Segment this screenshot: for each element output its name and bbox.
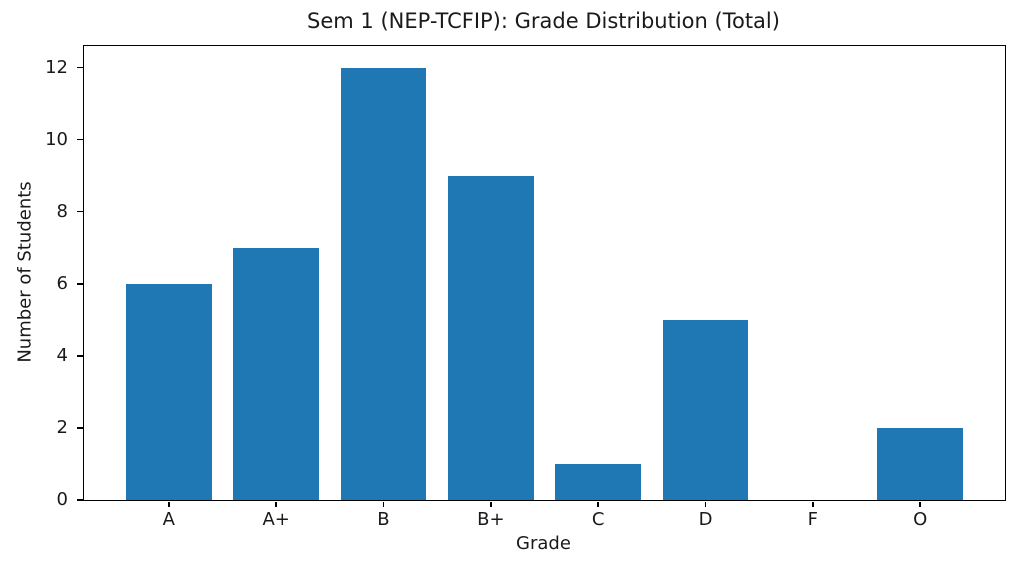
bar-C xyxy=(555,463,642,500)
x-tick-B xyxy=(382,501,385,507)
x-tick-label-O: O xyxy=(913,509,928,530)
chart-title: Sem 1 (NEP-TCFIP): Grade Distribution (T… xyxy=(307,9,780,33)
plot-area: A A+ B B+ C D F O 0 2 4 6 8 10 12 xyxy=(45,45,1006,530)
y-tick-12 xyxy=(76,66,83,69)
x-tick-label-B+: B+ xyxy=(477,509,505,530)
bar-A+ xyxy=(233,247,320,500)
x-tick-label-A+: A+ xyxy=(262,509,290,530)
x-tick-B+ xyxy=(490,501,492,507)
y-tick-6 xyxy=(76,283,83,285)
y-tick-10 xyxy=(76,138,83,141)
y-tick-label-4: 4 xyxy=(56,344,68,366)
y-tick-label-10: 10 xyxy=(45,128,68,150)
bar-D xyxy=(662,319,749,500)
x-tick-F xyxy=(812,501,814,507)
y-tick-label-6: 6 xyxy=(56,272,68,294)
y-tick-8 xyxy=(76,210,83,213)
x-tick-label-D: D xyxy=(698,509,713,530)
x-tick-label-B: B xyxy=(377,509,390,530)
x-tick-label-C: C xyxy=(591,509,605,530)
y-tick-label-0: 0 xyxy=(56,489,68,510)
y-tick-2 xyxy=(76,427,83,429)
x-axis-label: Grade xyxy=(516,533,571,554)
x-tick-O xyxy=(919,501,921,507)
bar-B xyxy=(340,67,427,500)
x-tick-C xyxy=(597,501,599,507)
bar-A xyxy=(125,283,212,500)
y-tick-0 xyxy=(76,499,83,501)
bar-B+ xyxy=(447,175,534,500)
y-tick-label-8: 8 xyxy=(56,200,68,222)
bar-O xyxy=(877,427,964,500)
y-tick-4 xyxy=(76,355,83,357)
x-tick-label-F: F xyxy=(807,509,819,530)
y-tick-label-12: 12 xyxy=(45,56,68,78)
x-tick-A xyxy=(168,501,170,507)
x-tick-label-A: A xyxy=(162,509,175,530)
x-tick-A+ xyxy=(275,501,277,507)
y-tick-label-2: 2 xyxy=(56,416,68,438)
x-tick-D xyxy=(704,501,707,507)
